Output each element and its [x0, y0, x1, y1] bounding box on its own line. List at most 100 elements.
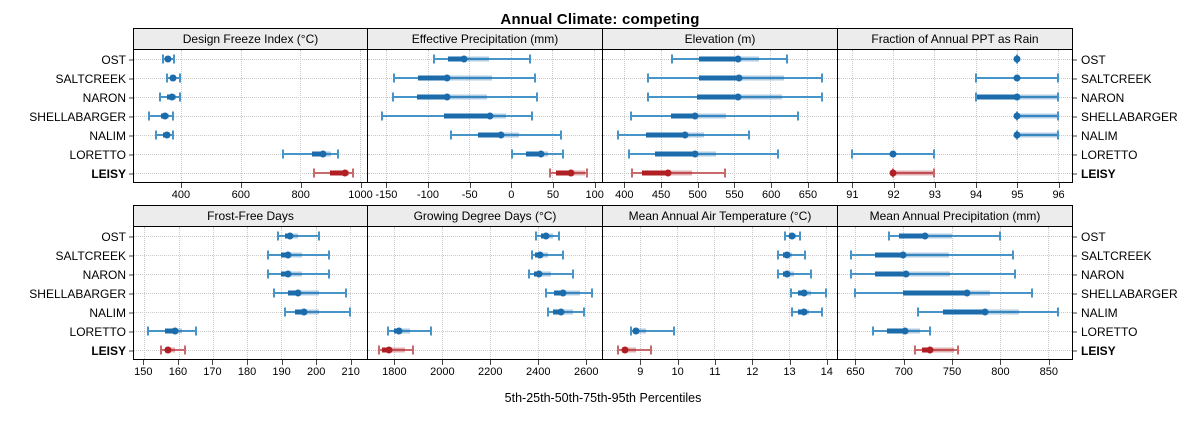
axis-tick [1058, 183, 1060, 188]
gridline-y [134, 97, 367, 99]
gridline-y [368, 311, 602, 313]
axis-tick [1017, 183, 1019, 188]
percentile-range-line [284, 310, 350, 313]
whisker-cap [650, 345, 653, 355]
axis-tick [852, 183, 854, 188]
whisker-cap [1012, 250, 1015, 260]
axis-tick [661, 183, 663, 188]
percentile-range-line [893, 171, 935, 174]
whisker-cap [266, 269, 269, 279]
panel-strip-label: Growing Degree Days (°C) [413, 209, 557, 223]
panel-plot [603, 227, 838, 360]
median-dot [800, 289, 808, 297]
gridline-y [838, 172, 1072, 174]
panel-x-axis: 1800 2000 2200 2400 2600 [368, 360, 603, 382]
median-dot [632, 327, 640, 335]
whisker-cap [171, 111, 174, 121]
whisker-cap [627, 149, 630, 159]
axis-tick [247, 360, 249, 365]
panel-plot [603, 50, 838, 183]
lower-quartile-band [417, 75, 447, 81]
percentile-range-line [267, 254, 330, 257]
panel-strip-label: Fraction of Annual PPT as Rain [871, 32, 1039, 46]
panel-plot [838, 227, 1073, 360]
axis-tick [240, 183, 242, 188]
lower-quartile-band [554, 290, 563, 296]
whisker-cap [165, 73, 168, 83]
interquartile-band [893, 170, 935, 176]
whisker-cap [558, 231, 561, 241]
lower-quartile-band [921, 347, 931, 353]
panel-x-axis: -150 -100 -50 0 50 100 [368, 183, 604, 205]
axis-tick [855, 360, 857, 365]
row-tick [129, 173, 133, 174]
axis-tick [640, 360, 642, 365]
interquartile-band [874, 271, 950, 277]
percentile-range-line [531, 254, 563, 257]
whisker-cap [854, 288, 857, 298]
row-tick [1073, 274, 1077, 275]
site-label-saltcreek: SALTCREEK [1081, 71, 1152, 86]
median-dot [395, 327, 403, 335]
axis-tick-label: 170 [203, 366, 222, 378]
whisker-cap [1030, 288, 1033, 298]
median-dot [664, 169, 672, 177]
median-dot [788, 232, 796, 240]
axis-tick-label: -100 [416, 189, 440, 201]
median-dot [902, 270, 910, 278]
whisker-cap [560, 130, 563, 140]
axis-tick-label: -150 [375, 189, 398, 201]
whisker-cap [535, 231, 538, 241]
whisker-cap [179, 73, 181, 83]
percentile-range-line [617, 348, 652, 351]
panel-plot [368, 227, 603, 360]
axis-tick [350, 360, 352, 365]
whisker-cap [670, 54, 673, 64]
lower-quartile-band [671, 113, 696, 119]
axis-tick-label: 93 [928, 189, 941, 201]
percentile-range-line [851, 273, 1016, 276]
whisker-cap [851, 149, 854, 159]
site-label-loretto: LORETTO [69, 324, 126, 339]
interquartile-band [1016, 132, 1058, 138]
axis-tick-label: 1800 [382, 366, 407, 378]
row-tick [1073, 331, 1077, 332]
lower-quartile-band [698, 75, 739, 81]
whisker-cap [791, 307, 794, 317]
lower-quartile-band [556, 170, 572, 176]
whisker-cap [281, 149, 284, 159]
axis-tick [677, 360, 679, 365]
median-dot [621, 346, 629, 354]
site-label-leisy: LEISY [91, 166, 126, 181]
median-dot [899, 251, 907, 259]
row-tick [129, 331, 133, 332]
whisker-cap [561, 149, 564, 159]
whisker-cap [430, 326, 433, 336]
axis-tick-label: 2000 [430, 366, 455, 378]
whisker-cap [391, 92, 394, 102]
lower-quartile-band [646, 132, 685, 138]
axis-tick [807, 183, 809, 188]
whisker-cap [957, 345, 960, 355]
panel-x-axis: 91 92 93 94 95 96 [838, 183, 1073, 205]
axis-tick-label: 450 [651, 189, 671, 201]
percentile-range-line [777, 254, 806, 257]
site-label-saltcreek: SALTCREEK [1081, 248, 1152, 263]
row-tick [129, 236, 133, 237]
axis-tick-label: 94 [969, 189, 983, 201]
whisker-cap [916, 307, 919, 317]
row-tick [1073, 97, 1077, 98]
interquartile-band [874, 252, 949, 258]
site-label-loretto: LORETTO [69, 147, 126, 162]
axis-tick-label: 92 [887, 189, 900, 201]
right-site-labels-top: OST SALTCREEK NARON SHELLABARGER NALIM LORETT… [1073, 28, 1200, 205]
whisker-cap [184, 345, 187, 355]
median-dot [385, 346, 393, 354]
panel-plot [368, 50, 603, 183]
median-dot [735, 74, 743, 82]
axis-tick [893, 183, 895, 188]
whisker-cap [548, 168, 551, 178]
whisker-cap [804, 250, 807, 260]
median-dot [536, 251, 544, 259]
interquartile-band [382, 347, 405, 353]
